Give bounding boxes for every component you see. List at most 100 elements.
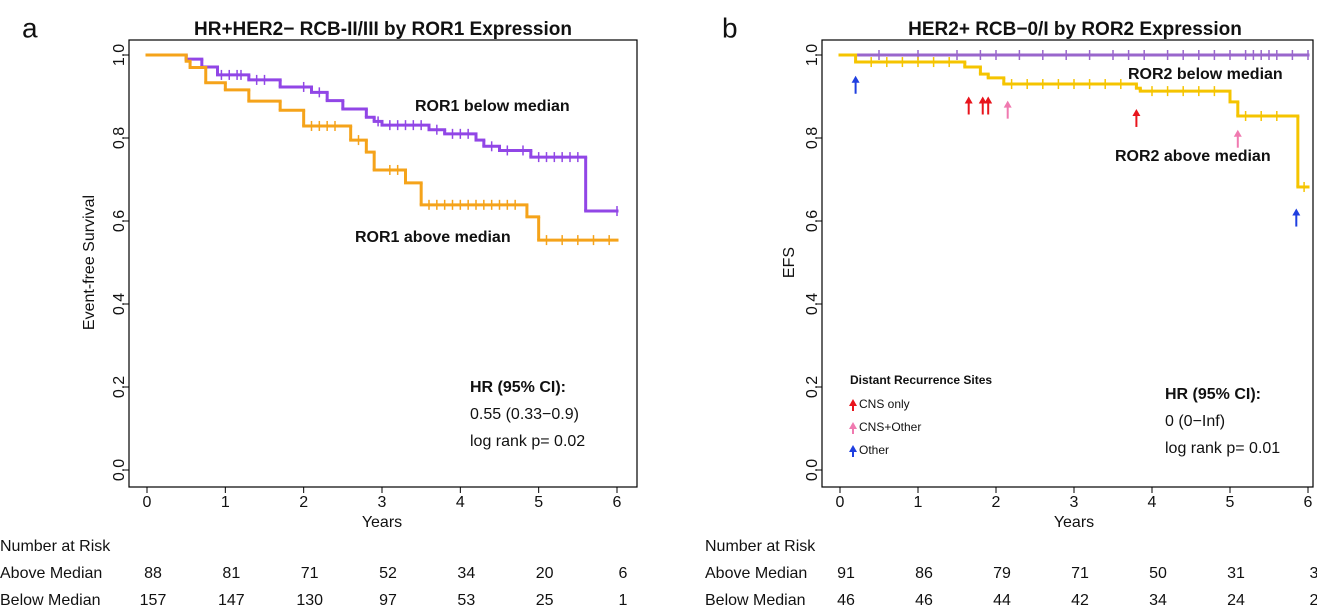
risk-count: 71: [301, 565, 319, 582]
y-tick-label: 0.6: [111, 210, 128, 232]
risk-count: 91: [837, 565, 855, 582]
recurrence-arrow: [849, 399, 857, 411]
x-tick-label: 5: [534, 494, 543, 511]
x-axis-label: Years: [1054, 514, 1094, 531]
plot-frame: [821, 39, 1314, 488]
recurrence-arrow: [849, 445, 857, 457]
y-tick-label: 0.8: [111, 127, 128, 149]
risk-count: 46: [915, 592, 933, 609]
x-tick-label: 0: [836, 494, 845, 511]
curve-label: ROR2 above median: [1115, 148, 1271, 165]
p-value: log rank p= 0.01: [1165, 440, 1280, 457]
arrow-head: [964, 96, 973, 104]
risk-count: 46: [837, 592, 855, 609]
y-tick-label: 0.2: [804, 376, 821, 398]
risk-count: 44: [993, 592, 1011, 609]
risk-count: 50: [1149, 565, 1167, 582]
risk-row-label: Above Median: [0, 565, 102, 582]
recurrence-arrow: [984, 96, 993, 115]
risk-count: 86: [915, 565, 933, 582]
arrow-head: [1292, 208, 1301, 216]
hr-title: HR (95% CI):: [1165, 386, 1261, 403]
y-tick-label: 0.4: [111, 293, 128, 315]
y-tick-label: 0.0: [111, 459, 128, 481]
x-tick-label: 5: [1226, 494, 1235, 511]
plot-frame: [128, 39, 638, 488]
recurrence-arrow: [1003, 100, 1012, 119]
risk-count: 34: [1149, 592, 1167, 609]
x-tick-label: 4: [456, 494, 465, 511]
km-curve: [145, 53, 619, 246]
chart-title: HER2+ RCB−0/I by ROR2 Expression: [908, 19, 1242, 40]
risk-row-label: Below Median: [705, 592, 806, 609]
y-tick-label: 0.8: [804, 127, 821, 149]
risk-title: Number at Risk: [0, 538, 111, 555]
risk-title: Number at Risk: [705, 538, 816, 555]
x-tick-label: 6: [1304, 494, 1313, 511]
y-axis-label: Event-free Survival: [81, 195, 98, 330]
risk-count: 81: [222, 565, 240, 582]
x-tick-label: 2: [992, 494, 1001, 511]
risk-count: 97: [379, 592, 397, 609]
y-tick-label: 0.0: [804, 459, 821, 481]
curve-label: ROR1 below median: [415, 98, 570, 115]
risk-count: 6: [619, 565, 628, 582]
risk-count: 88: [144, 565, 162, 582]
chart-title: HR+HER2− RCB-II/III by ROR1 Expression: [194, 19, 572, 40]
p-value: log rank p= 0.02: [470, 433, 585, 450]
panel-label: a: [22, 12, 38, 43]
chart-panel: a HR+HER2− RCB-II/III by ROR1 Expression 0…: [0, 12, 638, 609]
arrow-head: [984, 96, 993, 104]
y-tick-label: 0.4: [804, 293, 821, 315]
risk-count: 34: [457, 565, 475, 582]
risk-count: 71: [1071, 565, 1089, 582]
risk-count: 1: [619, 592, 628, 609]
risk-count: 53: [457, 592, 475, 609]
risk-count: 79: [993, 565, 1011, 582]
y-tick-label: 0.6: [804, 210, 821, 232]
hr-estimate: 0.55 (0.33−0.9): [470, 406, 579, 423]
x-tick-label: 3: [1070, 494, 1079, 511]
legend-label: CNS+Other: [859, 420, 921, 434]
risk-count: 24: [1227, 592, 1245, 609]
risk-count: 20: [536, 565, 554, 582]
arrow-head: [849, 399, 857, 406]
x-tick-label: 2: [299, 494, 308, 511]
recurrence-arrow: [1132, 108, 1141, 127]
y-tick-label: 1.0: [804, 44, 821, 66]
legend-label: Other: [859, 443, 889, 457]
recurrence-arrow: [849, 422, 857, 434]
arrow-head: [1233, 129, 1242, 137]
risk-count: 157: [140, 592, 167, 609]
risk-row-label: Above Median: [705, 565, 807, 582]
x-tick-label: 3: [378, 494, 387, 511]
curve-label: ROR2 below median: [1128, 66, 1283, 83]
hr-estimate: 0 (0−Inf): [1165, 413, 1225, 430]
arrow-head: [1132, 108, 1141, 116]
risk-count: 42: [1071, 592, 1089, 609]
arrow-head: [849, 422, 857, 429]
y-axis-label: EFS: [781, 247, 798, 278]
x-tick-label: 1: [914, 494, 923, 511]
km-curve: [838, 50, 1310, 60]
x-tick-label: 0: [143, 494, 152, 511]
curve-label: ROR1 above median: [355, 229, 511, 246]
risk-count: 31: [1227, 565, 1245, 582]
arrow-head: [1003, 100, 1012, 108]
recurrence-arrow: [1233, 129, 1242, 148]
x-tick-label: 1: [221, 494, 230, 511]
arrow-head: [851, 75, 860, 83]
risk-count: 2: [1310, 592, 1317, 609]
y-tick-label: 0.2: [111, 376, 128, 398]
risk-count: 3: [1310, 565, 1317, 582]
arrow-head: [849, 445, 857, 452]
hr-title: HR (95% CI):: [470, 379, 566, 396]
recurrence-arrow: [851, 75, 860, 94]
legend-label: CNS only: [859, 397, 910, 411]
km-curve: [838, 53, 1310, 192]
recurrence-arrow: [1292, 208, 1301, 227]
recurrence-arrow: [964, 96, 973, 115]
km-curve: [145, 53, 619, 217]
